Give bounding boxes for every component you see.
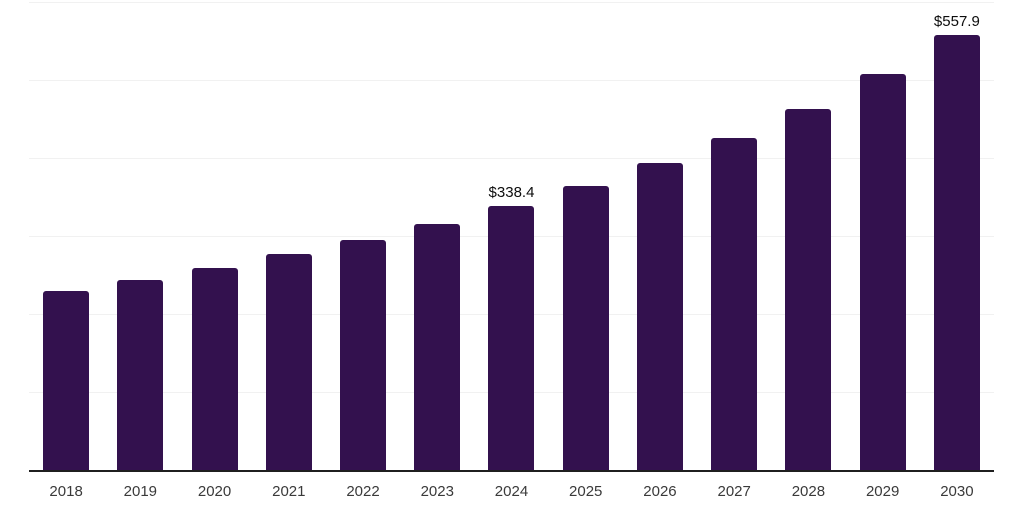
bar-band: [29, 2, 103, 470]
x-axis-label: 2029: [865, 483, 900, 500]
bar-band: [623, 2, 697, 470]
bar: [43, 291, 90, 470]
gridline: [29, 2, 994, 3]
x-axis-label: 2022: [346, 483, 380, 500]
x-axis-label: 2026: [643, 483, 677, 500]
bar: [488, 206, 535, 470]
x-axis-label: 2028: [791, 483, 826, 500]
bar-band: [549, 2, 623, 470]
x-axis-line: [29, 470, 994, 472]
bar: [711, 138, 758, 470]
x-axis-label: 2025: [569, 483, 603, 500]
bar-band: $557.9: [920, 2, 994, 470]
x-axis-label: 2024: [494, 483, 529, 500]
bar-band: [252, 2, 326, 470]
bar-band: [103, 2, 177, 470]
x-axis-label: 2018: [49, 483, 83, 500]
bar: [117, 280, 164, 470]
bar: [859, 73, 906, 470]
x-axis-labels: 2018 2019 2020 2021 2022 2023 2024 2025 2026 2027…: [29, 483, 994, 501]
bar: [414, 223, 461, 470]
bar: [933, 34, 980, 470]
bar-band: [846, 2, 920, 470]
bar-band: [697, 2, 771, 470]
bar: [785, 109, 832, 470]
bar-band: [400, 2, 474, 470]
bar: [636, 163, 683, 470]
x-axis-label: 2020: [197, 483, 232, 500]
gridline: [29, 80, 994, 81]
bar-value-label: $338.4: [488, 184, 535, 202]
bar-band: $338.4: [474, 2, 548, 470]
plot-area: $338.4 $557.9: [29, 2, 994, 470]
bar: [191, 268, 238, 470]
x-axis-label: 2027: [717, 483, 751, 500]
x-axis-label: 2023: [420, 483, 454, 500]
bar: [340, 239, 387, 470]
x-axis-label: 2019: [123, 483, 158, 500]
bar-value-label: $557.9: [933, 12, 980, 30]
bar: [562, 186, 609, 470]
bar-band: [326, 2, 400, 470]
bar-band: [177, 2, 251, 470]
x-axis-label: 2030: [940, 483, 974, 500]
bar-band: [771, 2, 845, 470]
x-axis-label: 2021: [272, 483, 306, 500]
bar: [265, 253, 312, 470]
gridline: [29, 158, 994, 159]
